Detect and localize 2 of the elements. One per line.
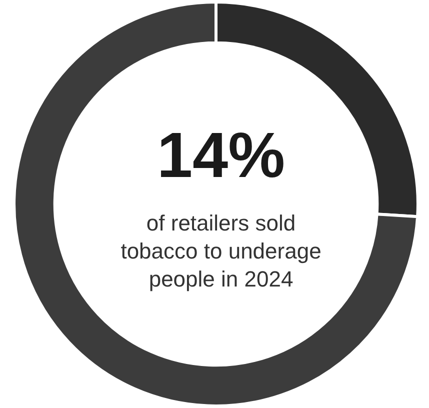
text: 14% (156, 119, 286, 191)
text: of retailers sold tobacco to underage people in 2024 (120, 210, 322, 292)
